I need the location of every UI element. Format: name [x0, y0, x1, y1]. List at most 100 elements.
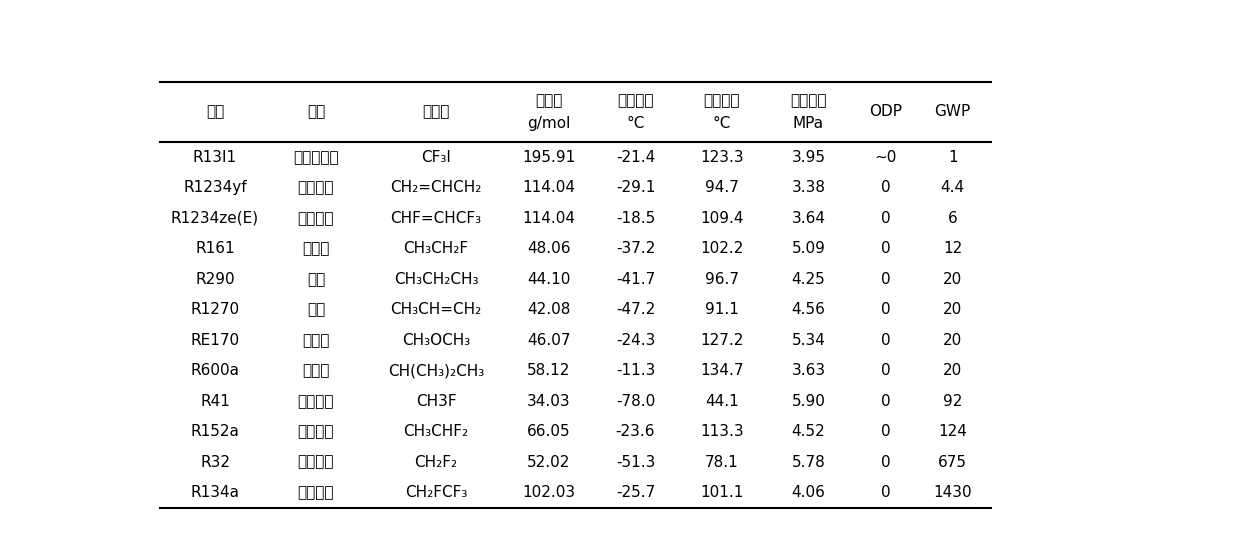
- Text: 20: 20: [942, 363, 962, 378]
- Text: 0: 0: [880, 211, 890, 226]
- Text: 52.02: 52.02: [527, 455, 570, 469]
- Text: CF₃I: CF₃I: [422, 150, 451, 165]
- Text: R600a: R600a: [191, 363, 239, 378]
- Text: R13I1: R13I1: [193, 150, 237, 165]
- Text: R152a: R152a: [191, 424, 239, 439]
- Text: 3.64: 3.64: [791, 211, 826, 226]
- Text: CH(CH₃)₂CH₃: CH(CH₃)₂CH₃: [388, 363, 484, 378]
- Text: ODP: ODP: [869, 105, 901, 119]
- Text: 标准沸点: 标准沸点: [618, 93, 653, 108]
- Text: 4.56: 4.56: [791, 302, 826, 317]
- Text: -24.3: -24.3: [616, 333, 655, 348]
- Text: g/mol: g/mol: [527, 116, 570, 131]
- Text: 4.25: 4.25: [791, 272, 826, 287]
- Text: R161: R161: [195, 241, 234, 256]
- Text: 0: 0: [880, 272, 890, 287]
- Text: 12: 12: [942, 241, 962, 256]
- Text: CH₂FCF₃: CH₂FCF₃: [405, 485, 467, 500]
- Text: 3.38: 3.38: [791, 180, 826, 196]
- Text: 101.1: 101.1: [701, 485, 744, 500]
- Text: 组元: 组元: [206, 105, 224, 119]
- Text: 1: 1: [947, 150, 957, 165]
- Text: 0: 0: [880, 393, 890, 409]
- Text: MPa: MPa: [792, 116, 825, 131]
- Text: 0: 0: [880, 424, 890, 439]
- Text: 46.07: 46.07: [527, 333, 570, 348]
- Text: °C: °C: [626, 116, 645, 131]
- Text: CH₃CH₂CH₃: CH₃CH₂CH₃: [394, 272, 479, 287]
- Text: 分子量: 分子量: [536, 93, 563, 108]
- Text: CH₂F₂: CH₂F₂: [414, 455, 458, 469]
- Text: 5.34: 5.34: [791, 333, 826, 348]
- Text: 0: 0: [880, 180, 890, 196]
- Text: R134a: R134a: [191, 485, 239, 500]
- Text: 丙烷: 丙烷: [306, 272, 325, 287]
- Text: 4.52: 4.52: [791, 424, 826, 439]
- Text: 异丁烷: 异丁烷: [303, 363, 330, 378]
- Text: °C: °C: [713, 116, 732, 131]
- Text: 丙烯: 丙烯: [306, 302, 325, 317]
- Text: 42.08: 42.08: [527, 302, 570, 317]
- Text: 114.04: 114.04: [522, 180, 575, 196]
- Text: 5.09: 5.09: [791, 241, 826, 256]
- Text: GWP: GWP: [935, 105, 971, 119]
- Text: R290: R290: [195, 272, 234, 287]
- Text: 5.90: 5.90: [791, 393, 826, 409]
- Text: 123.3: 123.3: [701, 150, 744, 165]
- Text: 四氟丙烯: 四氟丙烯: [298, 211, 335, 226]
- Text: 化学式: 化学式: [423, 105, 450, 119]
- Text: 58.12: 58.12: [527, 363, 570, 378]
- Text: 0: 0: [880, 241, 890, 256]
- Text: 102.2: 102.2: [701, 241, 744, 256]
- Text: ~0: ~0: [874, 150, 897, 165]
- Text: 114.04: 114.04: [522, 211, 575, 226]
- Text: 二氟乙烷: 二氟乙烷: [298, 424, 335, 439]
- Text: 三氟碘甲烷: 三氟碘甲烷: [293, 150, 339, 165]
- Text: 临界温度: 临界温度: [704, 93, 740, 108]
- Text: CH3F: CH3F: [415, 393, 456, 409]
- Text: -18.5: -18.5: [616, 211, 655, 226]
- Text: -37.2: -37.2: [616, 241, 655, 256]
- Text: R1234ze(E): R1234ze(E): [171, 211, 259, 226]
- Text: 20: 20: [942, 272, 962, 287]
- Text: 名称: 名称: [306, 105, 325, 119]
- Text: CH₂=CHCH₂: CH₂=CHCH₂: [391, 180, 482, 196]
- Text: 109.4: 109.4: [701, 211, 744, 226]
- Text: CHF=CHCF₃: CHF=CHCF₃: [391, 211, 481, 226]
- Text: 4.06: 4.06: [791, 485, 826, 500]
- Text: 124: 124: [939, 424, 967, 439]
- Text: -41.7: -41.7: [616, 272, 655, 287]
- Text: 96.7: 96.7: [706, 272, 739, 287]
- Text: 6: 6: [947, 211, 957, 226]
- Text: 4.4: 4.4: [941, 180, 965, 196]
- Text: 5.78: 5.78: [791, 455, 826, 469]
- Text: CH₃CH=CH₂: CH₃CH=CH₂: [391, 302, 481, 317]
- Text: -23.6: -23.6: [616, 424, 655, 439]
- Text: R1270: R1270: [191, 302, 239, 317]
- Text: 0: 0: [880, 455, 890, 469]
- Text: CH₃CHF₂: CH₃CHF₂: [403, 424, 469, 439]
- Text: -25.7: -25.7: [616, 485, 655, 500]
- Text: 113.3: 113.3: [701, 424, 744, 439]
- Text: CH₃CH₂F: CH₃CH₂F: [403, 241, 469, 256]
- Text: -21.4: -21.4: [616, 150, 655, 165]
- Text: 1430: 1430: [934, 485, 972, 500]
- Text: 0: 0: [880, 333, 890, 348]
- Text: 44.10: 44.10: [527, 272, 570, 287]
- Text: 91.1: 91.1: [706, 302, 739, 317]
- Text: R32: R32: [200, 455, 231, 469]
- Text: -11.3: -11.3: [616, 363, 655, 378]
- Text: 四氟乙烷: 四氟乙烷: [298, 485, 335, 500]
- Text: 34.03: 34.03: [527, 393, 570, 409]
- Text: -78.0: -78.0: [616, 393, 655, 409]
- Text: 20: 20: [942, 333, 962, 348]
- Text: R1234yf: R1234yf: [184, 180, 247, 196]
- Text: 48.06: 48.06: [527, 241, 570, 256]
- Text: 二甲醚: 二甲醚: [303, 333, 330, 348]
- Text: 94.7: 94.7: [706, 180, 739, 196]
- Text: 0: 0: [880, 485, 890, 500]
- Text: R41: R41: [200, 393, 229, 409]
- Text: 78.1: 78.1: [706, 455, 739, 469]
- Text: 20: 20: [942, 302, 962, 317]
- Text: CH₃OCH₃: CH₃OCH₃: [402, 333, 470, 348]
